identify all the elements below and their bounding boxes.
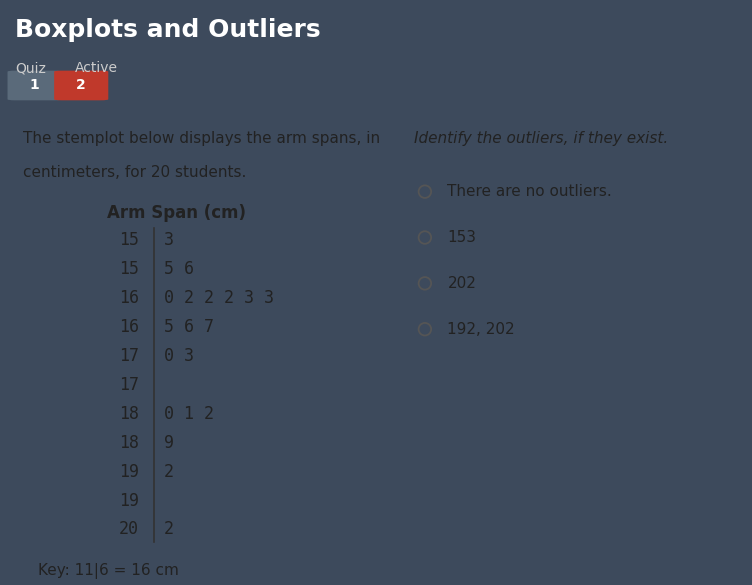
Text: Active: Active (75, 61, 118, 75)
Text: 0 1 2: 0 1 2 (164, 405, 214, 423)
Text: 16: 16 (119, 318, 139, 336)
Text: Quiz: Quiz (15, 61, 46, 75)
Text: 192, 202: 192, 202 (447, 322, 515, 337)
Text: There are no outliers.: There are no outliers. (447, 184, 612, 199)
Text: 202: 202 (447, 276, 476, 291)
Text: 0 3: 0 3 (164, 347, 194, 365)
Text: 20: 20 (119, 521, 139, 539)
Text: The stemplot below displays the arm spans, in: The stemplot below displays the arm span… (23, 132, 380, 146)
Text: 5 6: 5 6 (164, 260, 194, 278)
Text: 17: 17 (119, 347, 139, 365)
Text: 9: 9 (164, 433, 174, 452)
Text: 17: 17 (119, 376, 139, 394)
Text: Identify the outliers, if they exist.: Identify the outliers, if they exist. (414, 132, 668, 146)
Text: 15: 15 (119, 260, 139, 278)
Text: 1: 1 (30, 78, 39, 92)
Text: 3: 3 (164, 231, 174, 249)
Text: 18: 18 (119, 433, 139, 452)
Text: 5 6 7: 5 6 7 (164, 318, 214, 336)
Text: Arm Span (cm): Arm Span (cm) (108, 204, 246, 222)
FancyBboxPatch shape (8, 71, 62, 101)
Text: 153: 153 (447, 230, 477, 245)
Text: 19: 19 (119, 491, 139, 510)
Text: centimeters, for 20 students.: centimeters, for 20 students. (23, 165, 246, 180)
Text: Key: 11|6 = 16 cm: Key: 11|6 = 16 cm (38, 563, 178, 579)
Text: 19: 19 (119, 463, 139, 481)
Text: 2: 2 (164, 463, 174, 481)
Text: 15: 15 (119, 231, 139, 249)
Text: 16: 16 (119, 289, 139, 307)
Text: 2: 2 (164, 521, 174, 539)
Text: 0 2 2 2 3 3: 0 2 2 2 3 3 (164, 289, 274, 307)
FancyBboxPatch shape (54, 71, 108, 101)
Text: 18: 18 (119, 405, 139, 423)
Text: 2: 2 (77, 78, 86, 92)
Text: Boxplots and Outliers: Boxplots and Outliers (15, 18, 320, 43)
